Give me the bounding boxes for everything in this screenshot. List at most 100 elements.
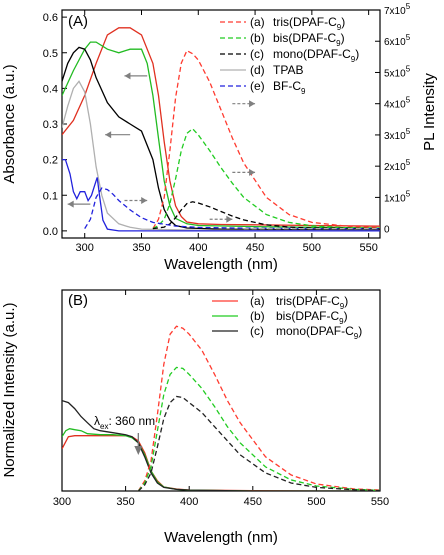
- annotation-b-text: λex: 360 nm: [94, 414, 155, 431]
- legend-b-label-2-sub: 9: [354, 332, 359, 341]
- series-b-line-5: [137, 395, 380, 491]
- y-axis-title-b: Normalized Intensity (a.u.): [1, 302, 18, 477]
- y-tick-label-a: 0.6: [43, 12, 58, 24]
- legend-a-label-1-sub: 9: [336, 39, 341, 48]
- legend-b-label-1-post: ): [344, 309, 348, 323]
- legend-a-label-1-main: bis(DPAF-C: [273, 31, 336, 45]
- x-tick-label-a: 550: [359, 242, 377, 254]
- legend-b-label-1: bis(DPAF-C9): [276, 309, 348, 326]
- y2-tick-label-a-sup: 5: [406, 33, 411, 42]
- series-a-line-1: [62, 41, 380, 229]
- y2-tick-label-a-sup: 5: [406, 189, 411, 198]
- legend-b-tag-2: (c): [250, 324, 264, 338]
- legend-b-tag-1: (b): [250, 309, 265, 323]
- legend-a-label-3: TPAB: [273, 63, 303, 77]
- x-tick-label-b: 550: [371, 496, 389, 508]
- y-tick-label-a: 0.2: [43, 155, 58, 167]
- series-b-line-4: [137, 366, 380, 491]
- legend-a-tag-0: (a): [250, 15, 265, 29]
- axes-ticks-b: 300 350 400 450 500 550: [53, 290, 389, 508]
- legend-a-label-1-post: ): [341, 31, 345, 45]
- y2-tick-label-a-sup: 5: [406, 2, 411, 11]
- series-a-line-4: [62, 158, 380, 232]
- legend-a-tag-2: (c): [250, 47, 264, 61]
- legend-b-label-0: tris(DPAF-C9): [276, 294, 348, 311]
- y2-tick-label-a-sup: 5: [406, 96, 411, 105]
- arrow-a-head-6: [141, 197, 148, 205]
- panel-tag-b: (B): [68, 292, 88, 309]
- y2-tick-label-a: 5x105: [384, 64, 411, 79]
- legend-a-label-0: tris(DPAF-C9): [273, 15, 345, 32]
- annotation-b-text-main: λ: [94, 414, 100, 428]
- legend-a-label-2: mono(DPAF-C9): [273, 47, 359, 64]
- legend-a-label-2-post: ): [355, 47, 359, 61]
- legend-b-label-2: mono(DPAF-C9): [276, 324, 362, 341]
- legend-b-label-1-main: bis(DPAF-C: [276, 309, 339, 323]
- series-a-line-7: [152, 201, 380, 230]
- annotation-b-arrow-head: [134, 446, 143, 455]
- series-b-line-2: [62, 399, 380, 491]
- x-tick-label-a: 400: [189, 242, 207, 254]
- y2-tick-label-a-sup: 5: [406, 127, 411, 136]
- series-a-line-0: [62, 27, 380, 227]
- legend-a-label-2-sub: 9: [351, 55, 356, 64]
- legend-a-label-3-main: TPAB: [273, 63, 303, 77]
- y2-tick-label-a-sup: 5: [406, 64, 411, 73]
- annotation-b: λex: 360 nm: [94, 414, 155, 455]
- y-tick-label-a: 0.0: [43, 226, 58, 238]
- x-tick-label-a: 450: [246, 242, 264, 254]
- arrows-group-a: [67, 72, 256, 223]
- annotation-b-text-sub: ex: [100, 422, 108, 431]
- y2-tick-label-a: 2x105: [384, 158, 411, 173]
- series-a-line-8: [84, 187, 380, 230]
- y2-tick-label-a-main: 3x10: [384, 131, 406, 142]
- legend-b-label-0-main: tris(DPAF-C: [276, 294, 340, 308]
- y2-tick-label-a-sup: 5: [406, 158, 411, 167]
- series-a-line-6: [152, 127, 380, 230]
- axes-ticks-a: 300 350 400 450 500 550 0.0 0.1 0.2 0.3 0.4 0.5 0.6 0…: [43, 2, 411, 254]
- x-tick-label-a: 300: [76, 242, 94, 254]
- y-tick-label-a: 0.3: [43, 119, 58, 131]
- y2-tick-label-a-main: 6x10: [384, 37, 406, 48]
- arrow-a-head-5: [226, 215, 233, 223]
- x-tick-label-b: 500: [307, 496, 325, 508]
- legend-a: (a) tris(DPAF-C9)(b) bis(DPAF-C9)(c) mono(D…: [220, 15, 359, 96]
- x-tick-label-b: 300: [53, 496, 71, 508]
- legend-a-label-0-sub: 9: [337, 23, 342, 32]
- arrow-a-head-1: [105, 131, 112, 139]
- y2-tick-label-a: 4x105: [384, 96, 411, 111]
- x-tick-label-a: 500: [303, 242, 321, 254]
- legend-a-label-4-sub: 9: [301, 87, 306, 96]
- y2-tick-label-a: 7x105: [384, 2, 411, 17]
- arrow-a-head-2: [67, 200, 74, 208]
- y-tick-label-a: 0.4: [43, 83, 58, 95]
- y2-tick-label-a: 0: [384, 225, 390, 236]
- series-group-b: [62, 325, 380, 491]
- legend-b: (a) tris(DPAF-C9)(b) bis(DPAF-C9)(c) mono(D…: [212, 294, 362, 341]
- y2-tick-label-a-main: 2x10: [384, 162, 406, 173]
- y2-tick-label-a-main: 7x10: [384, 6, 406, 17]
- x-tick-label-a: 350: [132, 242, 150, 254]
- arrow-a-head-4: [249, 168, 256, 176]
- y2-tick-label-a: 6x105: [384, 33, 411, 48]
- legend-a-label-4: BF-C9: [273, 79, 306, 96]
- series-a-line-5: [152, 49, 380, 229]
- x-axis-title-b: Wavelength (nm): [164, 529, 278, 546]
- y2-tick-label-a-main: 4x10: [384, 100, 406, 111]
- x-axis-title-a: Wavelength (nm): [164, 256, 278, 273]
- annotation-b-text-post: : 360 nm: [108, 414, 155, 428]
- x-tick-label-b: 400: [180, 496, 198, 508]
- legend-a-label-0-main: tris(DPAF-C: [273, 15, 337, 29]
- legend-b-label-1-sub: 9: [339, 317, 344, 326]
- legend-a-label-1: bis(DPAF-C9): [273, 31, 345, 48]
- legend-a-tag-4: (e): [250, 79, 265, 93]
- series-b-line-1: [62, 428, 380, 491]
- y2-tick-label-a: 3x105: [384, 127, 411, 142]
- series-b-line-3: [137, 325, 380, 491]
- y-axis-title-a: Absorbance (a.u.): [1, 64, 18, 183]
- legend-a-label-0-post: ): [341, 15, 345, 29]
- y2-axis-title-a: PL Intensity: [421, 73, 438, 151]
- legend-a-label-2-main: mono(DPAF-C: [273, 47, 351, 61]
